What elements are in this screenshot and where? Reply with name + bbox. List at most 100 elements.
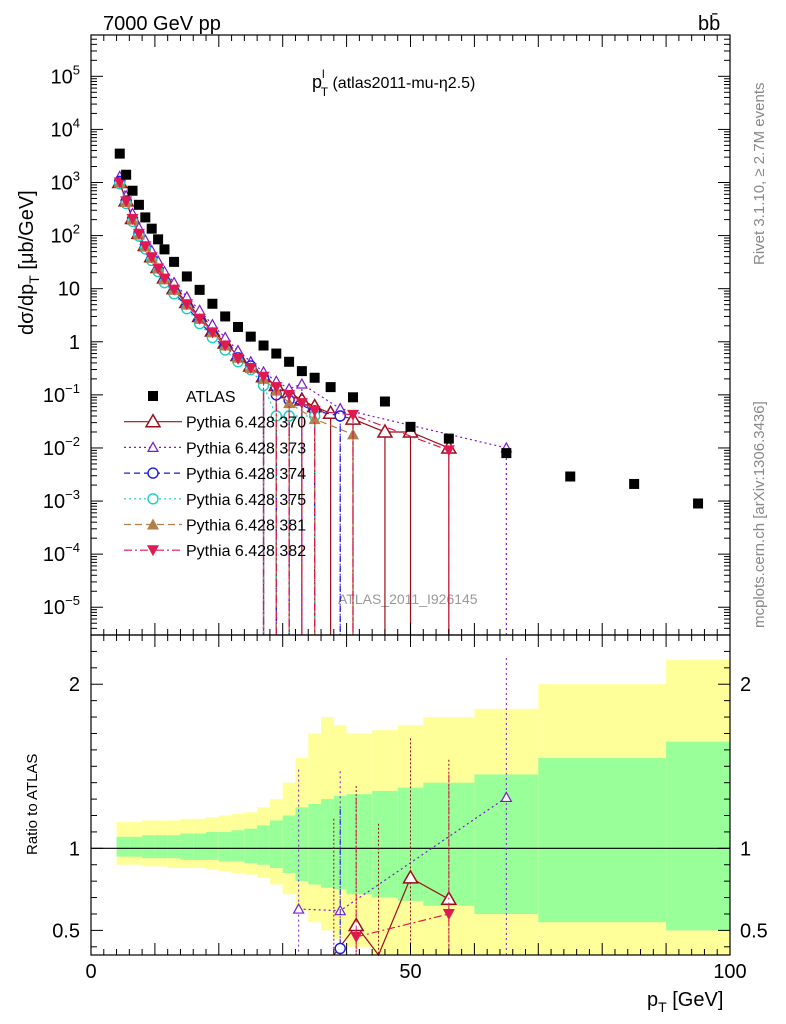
series-line-p374 [119,181,341,417]
legend-label-p373: Pythia 6.428 373 [186,440,306,457]
data-point-p382 [113,177,126,189]
data-point-atlas [309,372,320,383]
data-point-p382 [120,196,133,208]
data-point-p382 [132,228,145,240]
green-band-bin [129,836,143,857]
x-axis-label-text: p [647,989,658,1011]
data-point-p382 [244,363,257,375]
y-ratio-tick-label-left: 0.5 [52,920,80,942]
ratio-point-p373 [500,791,513,803]
data-point-atlas [296,366,307,377]
data-point-p382 [283,389,296,401]
data-point-atlas [169,256,180,267]
legend-marker-p374 [147,467,159,479]
data-point-p382 [139,241,152,253]
data-point-atlas [325,382,336,393]
data-point-p382 [257,371,270,383]
x-axis-label-sub: T [658,999,667,1015]
data-point-atlas [258,340,269,351]
data-point-p382 [219,340,232,352]
legend-marker-p382 [147,545,159,557]
legend-label-atlas: ATLAS [186,389,236,406]
data-point-p382 [152,263,165,275]
data-point-atlas [194,284,205,295]
green-band-bin [308,804,322,885]
data-point-p382 [270,382,283,394]
y-main-tick-label: 10−4 [43,540,80,566]
series-line-p370 [119,182,450,449]
y-main-label-sub: T [26,275,42,284]
green-band-bin [231,830,245,862]
analysis-watermark: ATLAS_2011_I926145 [338,591,478,607]
y-ratio-tick-label-left: 2 [69,674,80,696]
data-point-atlas [347,392,358,403]
data-point-atlas [153,234,164,245]
data-point-p382 [180,299,193,311]
header-process: bb̄ [698,12,720,35]
axes-layer: 0 50 10010510410310210110−110−210−310−410−… [43,34,768,983]
green-band-bin [167,835,181,859]
green-band-bin [269,820,283,869]
data-point-p373 [295,377,308,389]
series-atlas [114,148,704,509]
y-main-tick-label: 102 [51,222,80,248]
legend-label-p374: Pythia 6.428 374 [186,466,306,483]
green-band-bin [372,790,398,898]
series-line-p382 [119,182,450,451]
legend-label-p375: Pythia 6.428 375 [186,492,306,509]
x-tick-label: 0 [85,961,96,983]
data-point-atlas [565,471,576,482]
legend-label-p370: Pythia 6.428 370 [186,415,306,432]
x-tick-label: 50 [399,961,421,983]
plot-title-main: p [312,72,322,92]
data-point-atlas [207,298,218,309]
data-point-atlas [127,185,138,196]
y-main-tick-label: 105 [51,62,80,88]
data-point-p382 [231,353,244,365]
data-point-atlas [133,199,144,210]
legend: ATLAS Pythia 6.428 370 Pythia 6.428 373 Pyt… [124,389,306,560]
data-point-atlas [121,169,132,180]
x-tick-label: 100 [713,961,746,983]
y-main-tick-label: 10 [58,279,80,301]
green-band-bin [295,807,309,882]
data-point-atlas [501,448,512,459]
green-band-bin [206,831,219,860]
y-main-tick-label: 1 [69,332,80,354]
data-point-atlas [245,331,256,342]
data-point-p382 [308,405,321,417]
data-point-atlas [284,356,295,367]
y-ratio-tick-label-right: 2 [740,674,751,696]
series-p382 [113,177,455,635]
y-ratio-label: Ratio to ATLAS [24,754,41,855]
data-point-atlas [140,212,151,223]
green-band-bin [321,799,334,888]
data-point-atlas [693,498,704,509]
data-point-p382 [145,252,158,264]
legend-marker-atlas [148,391,158,401]
y-main-tick-label: 103 [51,168,80,194]
ratio-series-p382 [350,774,455,955]
legend-label-p382: Pythia 6.428 382 [186,543,306,560]
data-point-atlas [114,148,125,159]
plot-title: pl T (atlas2011-mu-η2.5) [312,67,475,99]
ratio-point-p373 [292,902,305,914]
green-band-bin [346,794,373,895]
plot-title-sup: l [322,67,325,81]
ratio-point-p382 [350,931,363,943]
y-main-label-text: dσ/dp [16,284,38,335]
y-main-tick-label: 10−2 [43,434,80,460]
plot-title-sub: T [321,85,329,99]
data-point-p382 [126,214,139,226]
x-axis-label: pT [GeV] [647,989,723,1015]
y-ratio-tick-label-right: 1 [740,838,751,860]
ratio-series-p374 [334,808,346,955]
data-point-p382 [346,409,359,421]
y-main-label-unit: [μb/GeV] [16,190,38,275]
legend-marker-p373 [146,441,160,452]
y-main-tick-label: 10−3 [43,487,80,513]
header-energy: 7000 GeV pp [103,13,221,35]
green-band-bin [666,741,730,931]
green-band-bin [142,835,155,859]
data-point-p382 [193,313,206,325]
